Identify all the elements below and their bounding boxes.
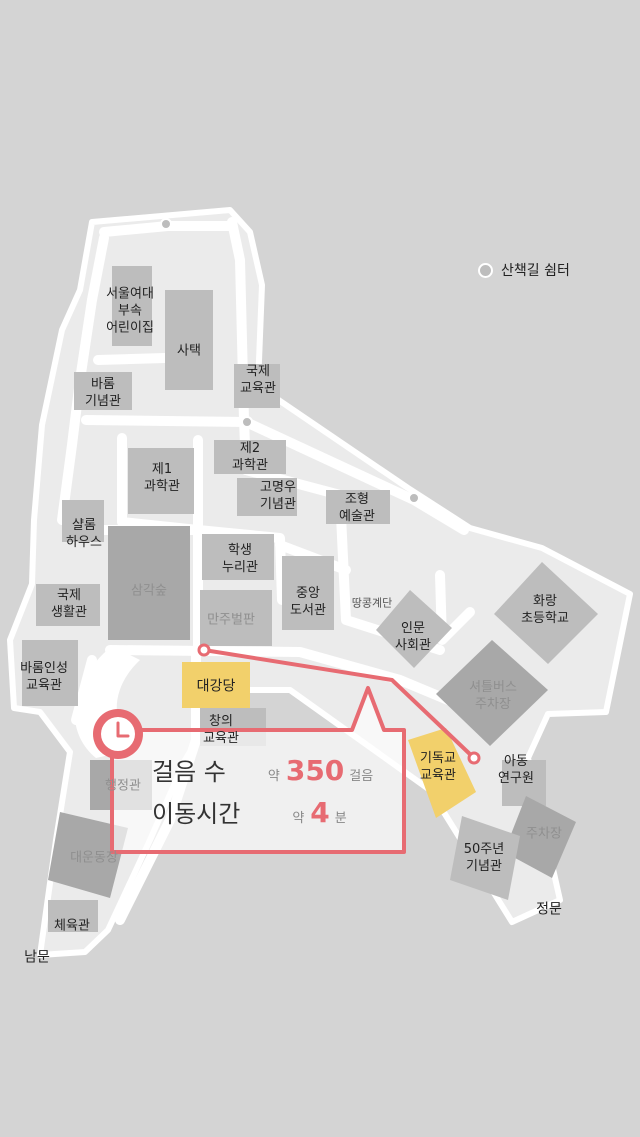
- student-label[interactable]: 학생 누리관: [222, 543, 258, 575]
- 50th-label[interactable]: 50주년 기념관: [463, 842, 505, 874]
- sci2-label[interactable]: 제2 과학관: [232, 441, 268, 473]
- stairs-label: 땅콩계단: [351, 596, 393, 610]
- auditorium-label[interactable]: 대강당: [196, 678, 236, 695]
- time-label: 이동시간: [152, 800, 241, 828]
- steps-unit: 걸음: [349, 769, 374, 784]
- art-label[interactable]: 조형 예술관: [339, 492, 375, 524]
- barom-edu-label[interactable]: 바롬인성 교육관: [20, 661, 68, 693]
- main-gate-label[interactable]: 정문: [536, 901, 562, 918]
- south-gate-label[interactable]: 남문: [24, 949, 50, 966]
- forest-label[interactable]: 삼각숲: [131, 583, 167, 599]
- rest-area-label: 산책길 쉼터: [501, 263, 570, 279]
- steps-value: 350: [285, 754, 345, 787]
- christian-edu-highlight: [408, 728, 476, 818]
- route-line: [197, 643, 481, 765]
- hwarang-label[interactable]: 화랑 초등학교: [521, 594, 569, 626]
- child-research-label[interactable]: 아동 연구원: [498, 754, 534, 786]
- intl-life-label[interactable]: 국제 생활관: [51, 588, 87, 620]
- parking-label[interactable]: 주차장: [526, 826, 562, 842]
- manju-label[interactable]: 만주벌판: [207, 612, 255, 628]
- auditorium-highlight: [182, 662, 250, 708]
- steps-row: 걸음 수 약 350 걸음: [152, 752, 373, 787]
- admin-label[interactable]: 행정관: [105, 778, 141, 794]
- steps-prefix: 약: [267, 769, 280, 784]
- library-label[interactable]: 중앙 도서관: [290, 586, 326, 618]
- rest-area-legend: 산책길 쉼터: [478, 260, 570, 280]
- rest-area-node-icon: [478, 262, 493, 278]
- route-callout: [93, 686, 406, 854]
- sci1-label[interactable]: 제1 과학관: [144, 462, 180, 494]
- gomyeongwoo-label[interactable]: 고명우 기념관: [260, 480, 296, 512]
- child-center-label[interactable]: 서울여대 부속 어린이집: [106, 286, 154, 336]
- daeun-label[interactable]: 대운동장: [70, 850, 118, 866]
- steps-label: 걸음 수: [152, 758, 226, 786]
- intl-edu-label[interactable]: 국제 교육관: [240, 364, 276, 396]
- shalom-label[interactable]: 샬롬 하우스: [66, 518, 102, 550]
- creative-label[interactable]: 창의 교육관: [203, 714, 239, 746]
- gym-label[interactable]: 체육관: [54, 918, 90, 934]
- christian-label[interactable]: 기독교 교육관: [420, 751, 456, 783]
- humanities-label[interactable]: 인문 사회관: [395, 621, 431, 653]
- route-info: 걸음 수 약 350 걸음 이동시간 약 4 분: [110, 728, 406, 854]
- shuttle-label[interactable]: 셔틀버스 주차장: [469, 680, 517, 712]
- time-prefix: 약: [292, 811, 305, 826]
- dorm-label[interactable]: 사택: [177, 343, 201, 359]
- barom-memorial-label[interactable]: 바롬 기념관: [85, 377, 121, 409]
- time-value: 4: [310, 796, 330, 829]
- time-unit: 분: [334, 811, 347, 826]
- time-row: 이동시간 약 4 분: [152, 794, 347, 829]
